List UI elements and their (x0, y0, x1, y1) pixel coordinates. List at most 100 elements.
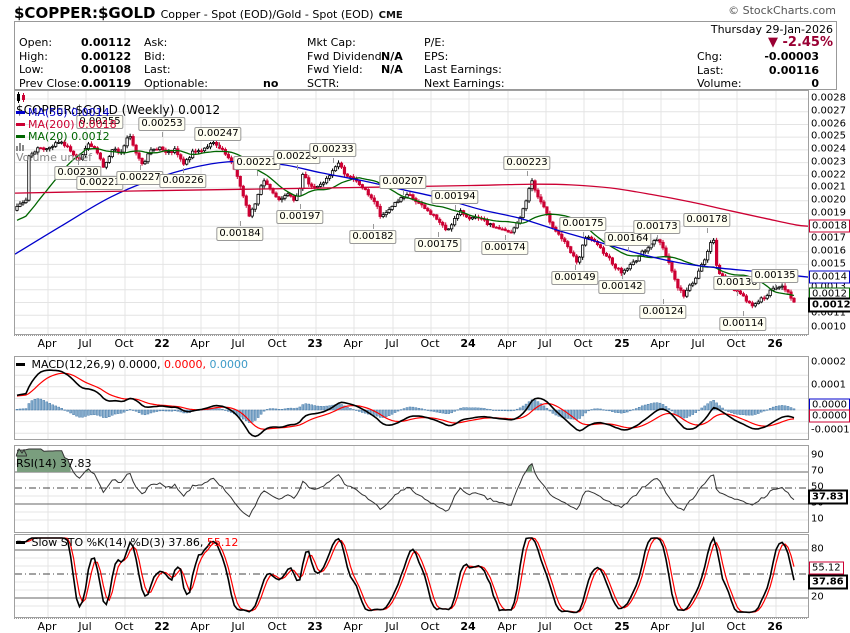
legend-macd-label: MACD(12,26,9) (31, 358, 116, 371)
x-axis-tick: Apr (650, 337, 670, 350)
annotation-stem (297, 165, 298, 170)
macd-axis-tick: -0.0001 (811, 424, 850, 436)
legend-main: $COPPER:$GOLD (Weekly) 0.0012 (16, 92, 220, 117)
x-axis-top (14, 335, 807, 357)
rsi-axis-current-black: 37.83 (808, 489, 848, 505)
price-axis-tick: 0.0023 (811, 156, 846, 168)
x-axis-tick: Apr (37, 620, 57, 633)
price-annotation: 0.00175 (559, 217, 607, 231)
annotation-stem (300, 204, 301, 209)
x-axis-tick: Oct (573, 337, 593, 350)
legend-sto-label: Slow STO %K(14) %D(3) 37.86, (31, 536, 204, 549)
x-axis-tick: Jul (691, 620, 705, 633)
annotation-stem (628, 247, 629, 252)
macd-axis-tick: 0.0001 (811, 379, 846, 391)
quote-label: Chg: (697, 50, 723, 63)
price-axis-tick: 0.0024 (811, 143, 846, 155)
price-annotation: 0.00164 (604, 232, 652, 246)
price-annotation: 0.00197 (276, 210, 324, 224)
price-axis-tick: 0.0025 (811, 130, 846, 142)
price-axis-tick: 0.0016 (811, 245, 846, 257)
x-axis-tick: Oct (726, 337, 746, 350)
annotation-stem (743, 311, 744, 316)
price-annotation: 0.00175 (414, 238, 462, 252)
annotation-stem (240, 221, 241, 226)
annotation-stem (527, 171, 528, 176)
quote-value: 0.00119 (81, 76, 132, 90)
annotation-stem (775, 284, 776, 289)
quote-label: P/E: (424, 36, 445, 49)
x-axis-tick: Oct (420, 620, 440, 633)
rsi-canvas (15, 446, 808, 532)
rsi-axis-tick: 90 (811, 449, 824, 461)
x-axis-tick: Jul (231, 337, 245, 350)
annotation-stem (438, 232, 439, 237)
x-axis-tick: Jul (538, 337, 552, 350)
price-annotation: 0.00255 (76, 115, 124, 129)
x-axis-tick: Apr (190, 620, 210, 633)
annotation-stem (183, 168, 184, 173)
macd-line-icon (16, 363, 25, 366)
price-annotation: 0.00226 (159, 174, 207, 188)
x-axis-tick: Jul (78, 620, 92, 633)
price-axis-tick: 0.0027 (811, 105, 846, 117)
quote-label: Prev Close: (19, 76, 81, 90)
price-annotation: 0.00124 (639, 305, 687, 319)
x-axis-tick: 26 (767, 620, 783, 633)
x-axis-tick: 22 (154, 337, 170, 350)
x-axis-tick: Apr (343, 337, 363, 350)
x-axis-tick: Oct (267, 620, 287, 633)
quote-value: no (263, 76, 279, 90)
price-annotation: 0.00149 (551, 271, 599, 285)
legend-sto: Slow STO %K(14) %D(3) 37.86, 55.12 (16, 536, 238, 549)
quote-label: EPS: (424, 49, 449, 63)
quote-value: 0.00112 (81, 36, 132, 49)
x-axis-tick: Oct (114, 337, 134, 350)
x-axis-tick: Jul (385, 620, 399, 633)
price-axis-current-black: 0.0012 (808, 297, 850, 313)
symbol-description: Copper - Spot (EOD)/Gold - Spot (EOD) (160, 8, 374, 21)
annotation-stem (657, 235, 658, 240)
quote-date: Thursday 29-Jan-2026 (710, 23, 833, 36)
price-annotation: 0.00207 (379, 175, 427, 189)
price-annotation: 0.00194 (431, 190, 479, 204)
rsi-area-icon (16, 448, 27, 457)
price-annotation: 0.00247 (194, 127, 242, 141)
x-axis-tick: Apr (37, 337, 57, 350)
legend-rsi-label: RSI(14) 37.83 (16, 457, 92, 470)
x-axis-tick: Jul (538, 620, 552, 633)
x-axis-tick: Jul (78, 337, 92, 350)
annotation-stem (162, 132, 163, 137)
price-annotation: 0.00114 (719, 317, 767, 331)
x-axis-tick: Apr (343, 620, 363, 633)
quote-label: Next Earnings: (424, 76, 505, 90)
quote-value: 0 (811, 77, 819, 90)
quote-value: N/A (381, 49, 403, 63)
price-annotation: 0.00130 (713, 276, 761, 290)
annotation-stem (455, 205, 456, 210)
change-percent: ▼ -2.45% (768, 35, 833, 50)
x-axis-tick: 23 (307, 337, 323, 350)
quote-label: Last Earnings: (424, 63, 502, 76)
price-annotation: 0.00135 (751, 269, 799, 283)
ma200-line-icon (16, 123, 25, 126)
sto-axis-tick: 80 (811, 543, 824, 555)
x-axis-tick: 24 (460, 620, 476, 633)
price-annotation: 0.00226 (273, 150, 321, 164)
x-axis-tick: Apr (497, 337, 517, 350)
x-axis-tick: 26 (767, 337, 783, 350)
quote-label: High: (19, 49, 48, 63)
ma20-line-icon (16, 135, 25, 138)
quote-right-row: Volume: 0 (697, 77, 819, 90)
quote-label: SCTR: (307, 76, 340, 90)
price-annotation: 0.00184 (216, 227, 264, 241)
x-axis-tick: 25 (614, 337, 630, 350)
x-axis-tick: Oct (573, 620, 593, 633)
price-axis-tick: 0.0022 (811, 169, 846, 181)
annotation-stem (505, 235, 506, 240)
x-axis-tick: Jul (231, 620, 245, 633)
price-annotation: 0.00142 (598, 280, 646, 294)
price-annotation: 0.00223 (76, 176, 124, 190)
annotation-stem (663, 299, 664, 304)
